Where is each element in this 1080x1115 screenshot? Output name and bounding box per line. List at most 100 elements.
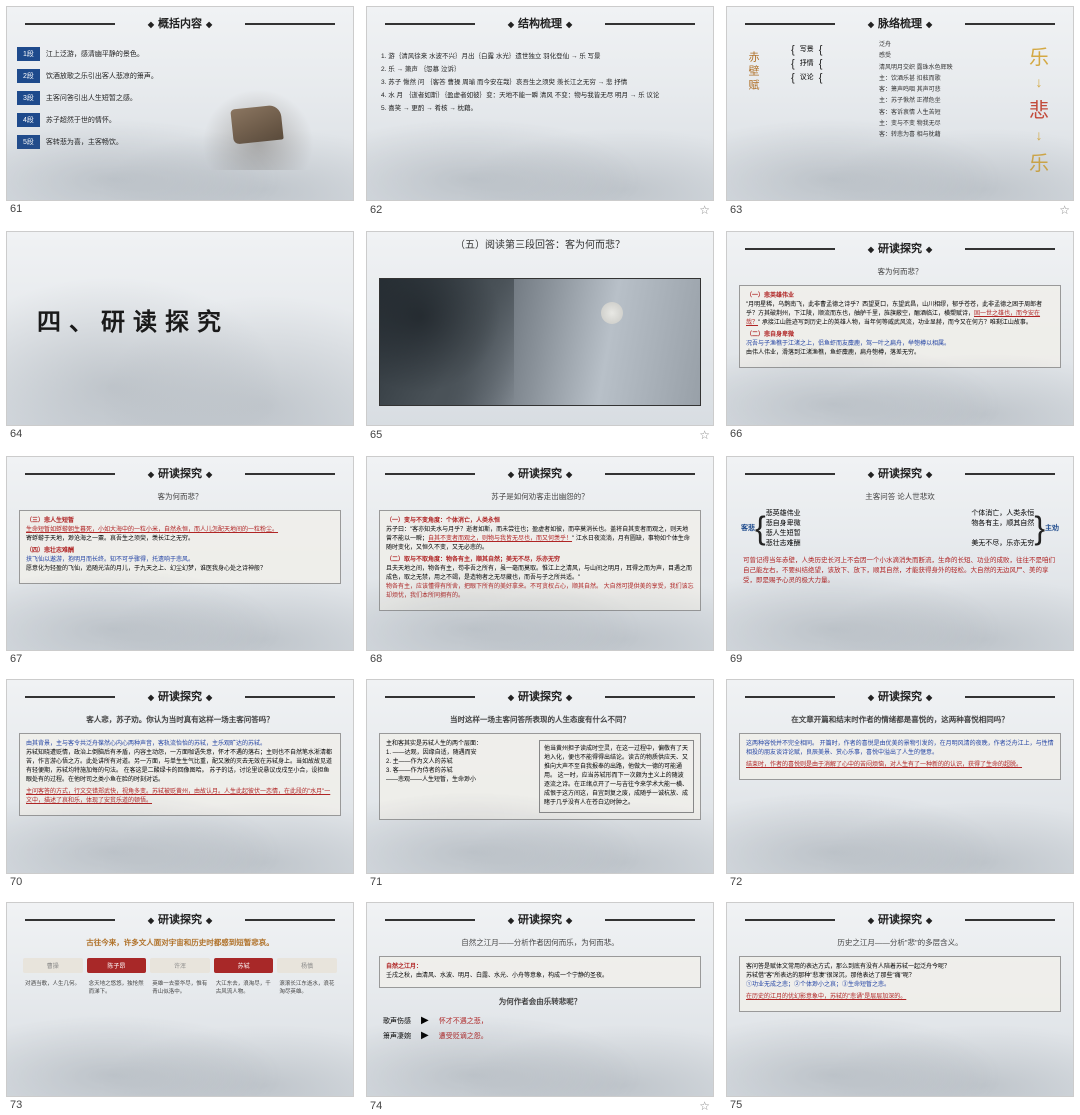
slide-number: 67 [10,653,22,665]
slide-number: 69 [730,653,742,665]
slide-canvas[interactable]: ◆研读探究◆苏子是如何劝客走出幽怨的？（一）变与不变角度：个体消亡，人类永恒苏子… [366,456,714,651]
content-box: 自然之江月：壬戌之秋，由清风、水波、明月、白露、水光、小舟等意象，构成一个宁静的… [379,956,701,988]
slide-number: 70 [10,876,22,888]
slide-canvas[interactable]: （五）阅读第三段回答：客为何而悲？ [366,231,714,426]
slide-sub: 历史之江月——分析"悲"的多层含义。 [727,935,1073,950]
slide-footer: 67 [6,651,354,667]
slide-canvas[interactable]: 四、研读探究 [6,231,354,426]
slide-title: ◆研读探究◆ [7,903,353,935]
slide-title: ◆研读探究◆ [727,232,1073,264]
slide-number: 62 [370,204,382,216]
branch-item: {抒情{ [791,57,822,71]
slide-number: 66 [730,428,742,440]
slide-footer: 69 [726,651,1074,667]
tab-1[interactable]: 陈子昂 [87,958,147,973]
slide-thumbnail[interactable]: （五）阅读第三段回答：客为何而悲？ 65 ☆ [366,231,714,444]
segment-text: 江上泛游，感清幽平静的景色。 [46,49,343,59]
slide-title: ◆研读探究◆ [727,457,1073,489]
slide-thumbnail[interactable]: ◆结构梳理◆ 1. 游｛清风徐来 水波不兴｝月出｛白露 水光｝遗世独立 羽化登仙 … [366,6,714,219]
slide-thumbnail[interactable]: ◆研读探究◆在文章开篇和结末时作者的情绪都是喜悦的，这两种喜悦相同吗？这两种容悦… [726,679,1074,890]
slide-question: 在文章开篇和结末时作者的情绪都是喜悦的，这两种喜悦相同吗？ [727,712,1073,727]
slide-canvas[interactable]: ◆研读探究◆当时这样一场主客问答所表现的人生态度有什么不同？主和客其实是苏轼人生… [366,679,714,874]
star-icon[interactable]: ☆ [1059,203,1070,217]
segment-item: 1段江上泛游，感清幽平静的景色。 [17,47,343,61]
slide-thumbnail[interactable]: ◆研读探究◆客为何而悲？（一）悲英雄伟业"月明星稀，乌鹊南飞，此非曹孟德之诗乎？… [726,231,1074,444]
slide-title: ◆研读探究◆ [7,680,353,712]
star-icon[interactable]: ☆ [699,203,710,217]
tab-4[interactable]: 杨慎 [277,958,337,973]
slide-footer: 70 [6,874,354,890]
slide-number: 68 [370,653,382,665]
tab-2[interactable]: 许浑 [150,958,210,973]
slide-footer: 75 [726,1097,1074,1113]
slide-number: 75 [730,1099,742,1111]
tab-0[interactable]: 曹操 [23,958,83,973]
slide-number: 63 [730,204,742,216]
slide-canvas[interactable]: ◆研读探究◆在文章开篇和结末时作者的情绪都是喜悦的，这两种喜悦相同吗？这两种容悦… [726,679,1074,874]
slide-canvas[interactable]: ◆研读探究◆客为何而悲？（三）悲人生短暂生命短暂如蜉蝣朝生暮死，小如大海中的一粒… [6,456,354,651]
slide-canvas[interactable]: ◆研读探究◆客为何而悲？（一）悲英雄伟业"月明星稀，乌鹊南飞，此非曹孟德之诗乎？… [726,231,1074,426]
slide-sub: 自然之江月——分析作者因何而乐，为何而悲。 [367,935,713,950]
slide-footer: 65 ☆ [366,426,714,444]
branch-item: {议论{ [791,71,822,85]
slide-subtitle: 主客问答 论人世悲欢 [727,489,1073,504]
slide-question: 古往今来，许多文人面对宇宙和历史时都感到短暂悲哀。 [7,935,353,950]
slide-thumbnail[interactable]: ◆研读探究◆古往今来，许多文人面对宇宙和历史时都感到短暂悲哀。曹操陈子昂许浑苏轼… [6,902,354,1115]
section-heading: 四、研读探究 [37,302,229,337]
slide-number: 72 [730,876,742,888]
slide-canvas[interactable]: ◆研读探究◆古往今来，许多文人面对宇宙和历史时都感到短暂悲哀。曹操陈子昂许浑苏轼… [6,902,354,1097]
slide-canvas[interactable]: ◆结构梳理◆ 1. 游｛清风徐来 水波不兴｝月出｛白露 水光｝遗世独立 羽化登仙 … [366,6,714,201]
slide-canvas[interactable]: ◆研读探究◆自然之江月——分析作者因何而乐，为何而悲。自然之江月：壬戌之秋，由清… [366,902,714,1097]
slide-title: ◆研读探究◆ [367,457,713,489]
slide-canvas[interactable]: ◆研读探究◆历史之江月——分析"悲"的多层含义。客问答是赋体文常用的表达方式，那… [726,902,1074,1097]
slide-title: ◆研读探究◆ [727,680,1073,712]
slide-thumbnail[interactable]: ◆研读探究◆主客问答 论人世悲欢客悲{悲英雄伟业个体消亡，人类永恒悲自身卑微物各… [726,456,1074,667]
slide-question: 当时这样一场主客问答所表现的人生态度有什么不同？ [367,712,713,727]
root-label: 赤壁赋 [745,51,761,93]
slide-thumbnail[interactable]: ◆研读探究◆客为何而悲？（三）悲人生短暂生命短暂如蜉蝣朝生暮死，小如大海中的一粒… [6,456,354,667]
structure-line: 3. 苏子 愀然 问 ｛客答 曹操 周瑜 而今安在哉｝哀吾生之须臾 羡长江之无穷… [381,77,699,88]
slide-thumbnail[interactable]: 四、研读探究 64 [6,231,354,444]
slide-thumbnail[interactable]: ◆研读探究◆苏子是如何劝客走出幽怨的？（一）变与不变角度：个体消亡，人类永恒苏子… [366,456,714,667]
slide-canvas[interactable]: ◆脉络梳理◆赤壁赋{写景{{抒情{{议论{泛舟感受清风明月交织 露珠水色辉映主：… [726,6,1074,201]
slide-number: 64 [10,428,22,440]
slide-subtitle: 客为何而悲？ [7,489,353,504]
slide-title: ◆研读探究◆ [367,903,713,935]
structure-line: 1. 游｛清风徐来 水波不兴｝月出｛白露 水光｝遗世独立 羽化登仙 → 乐 写景 [381,51,699,62]
slide-number: 65 [370,429,382,441]
slide-subtitle: 客为何而悲？ [727,264,1073,279]
slide-thumbnail[interactable]: ◆研读探究◆历史之江月——分析"悲"的多层含义。客问答是赋体文常用的表达方式，那… [726,902,1074,1115]
star-icon[interactable]: ☆ [699,428,710,442]
slide-footer: 68 [366,651,714,667]
slide-footer: 74 ☆ [366,1097,714,1115]
slide-footer: 71 [366,874,714,890]
segment-badge: 2段 [17,69,40,83]
slide-number: 61 [10,203,22,215]
slide-footer: 61 [6,201,354,217]
slide-canvas[interactable]: ◆研读探究◆客人悲，苏子劝。你认为当时真有这样一场主客问答吗？由其背景，主与客令… [6,679,354,874]
slide-thumbnail[interactable]: ◆概括内容◆1段江上泛游，感清幽平静的景色。2段饮酒放歌之乐引出客人悲凉的箫声。… [6,6,354,219]
slide-number: 74 [370,1100,382,1112]
slide-thumbnail[interactable]: ◆脉络梳理◆赤壁赋{写景{{抒情{{议论{泛舟感受清风明月交织 露珠水色辉映主：… [726,6,1074,219]
slide-number: 73 [10,1099,22,1111]
branch-column: {写景{{抒情{{议论{ [791,43,822,85]
slide-canvas[interactable]: ◆研读探究◆主客问答 论人世悲欢客悲{悲英雄伟业个体消亡，人类永恒悲自身卑微物各… [726,456,1074,651]
slide-thumbnail[interactable]: ◆研读探究◆当时这样一场主客问答所表现的人生态度有什么不同？主和客其实是苏轼人生… [366,679,714,890]
slide-thumbnail[interactable]: ◆研读探究◆客人悲，苏子劝。你认为当时真有这样一场主客问答吗？由其背景，主与客令… [6,679,354,890]
slide-footer: 72 [726,874,1074,890]
slide-canvas[interactable]: ◆概括内容◆1段江上泛游，感清幽平静的景色。2段饮酒放歌之乐引出客人悲凉的箫声。… [6,6,354,201]
slide-title: ◆结构梳理◆ [367,7,713,39]
tab-row: 曹操陈子昂许浑苏轼杨慎 [23,958,337,973]
slide-footer: 66 [726,426,1074,442]
slide-subtitle: 苏子是如何劝客走出幽怨的？ [367,489,713,504]
star-icon[interactable]: ☆ [699,1099,710,1113]
slide-thumbnail[interactable]: ◆研读探究◆自然之江月——分析作者因何而乐，为何而悲。自然之江月：壬戌之秋，由清… [366,902,714,1115]
slide-question: 客人悲，苏子劝。你认为当时真有这样一场主客问答吗？ [7,712,353,727]
segment-badge: 1段 [17,47,40,61]
tab-3[interactable]: 苏轼 [214,958,274,973]
question-title: （五）阅读第三段回答：客为何而悲？ [367,232,713,255]
slide-title: ◆研读探究◆ [727,903,1073,935]
slide-footer: 63 ☆ [726,201,1074,219]
slide-footer: 62 ☆ [366,201,714,219]
slide-title: ◆研读探究◆ [367,680,713,712]
